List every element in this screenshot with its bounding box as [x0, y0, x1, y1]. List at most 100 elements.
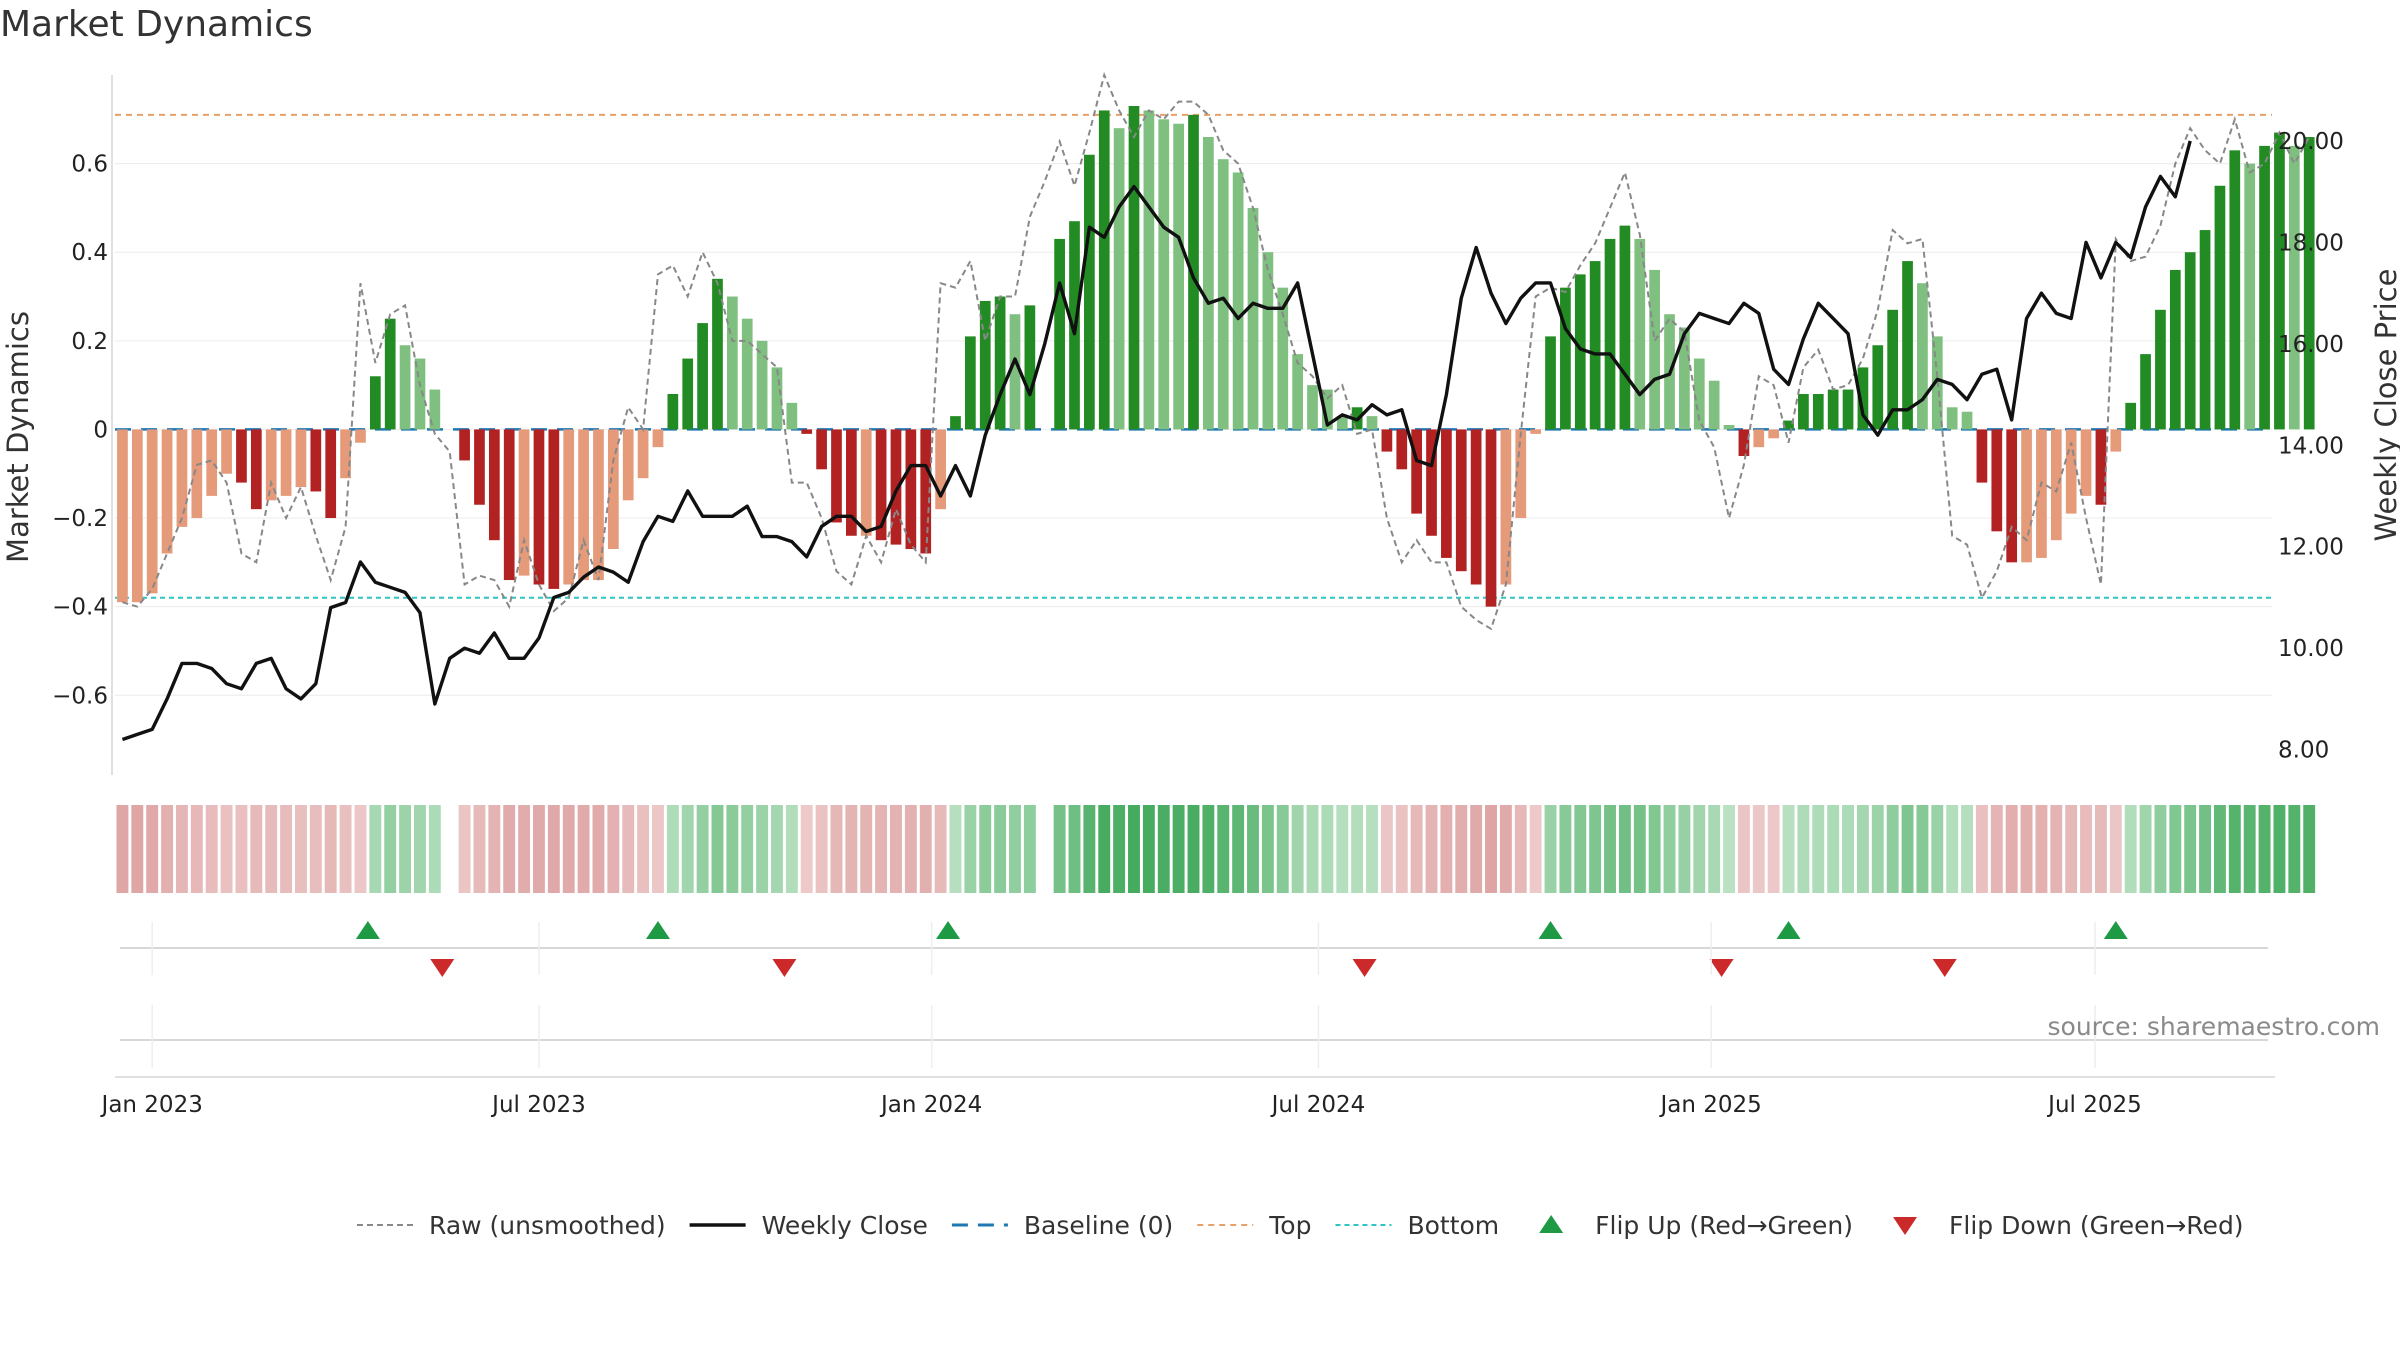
momentum-bar [712, 278, 723, 430]
close-line [121, 140, 2192, 742]
legend-swatch-flip-down [1893, 1217, 1918, 1235]
y2-tick-label: 20.00 [2278, 129, 2344, 155]
heat-cell [1782, 805, 1795, 893]
momentum-bar [1857, 367, 1869, 430]
heat-cell [2050, 805, 2063, 893]
heat-cell [1336, 805, 1349, 893]
heat-cell [250, 805, 263, 893]
momentum-bar [1158, 119, 1170, 430]
momentum-bar [503, 429, 515, 581]
heat-cell [1321, 805, 1334, 893]
heat-cell [860, 805, 873, 893]
heat-cell [2035, 805, 2048, 893]
heat-cell [875, 805, 888, 893]
momentum-bar [1024, 305, 1036, 430]
momentum-bar [1292, 354, 1303, 430]
momentum-bar [682, 358, 694, 430]
heat-cell [131, 805, 144, 893]
momentum-bar [741, 318, 753, 430]
heat-cell [1961, 805, 1973, 893]
momentum-bar [950, 416, 961, 430]
momentum-bar [1679, 327, 1690, 430]
momentum-bar [1455, 429, 1467, 572]
heat-cell [562, 805, 575, 893]
heat-cell [1053, 805, 1066, 893]
heat-cell [2124, 805, 2137, 893]
raw-line [122, 71, 2311, 631]
y-tick-label: −0.6 [52, 683, 108, 709]
axes: 0.6 0.4 0.2 0 −0.2 −0.4 −0.6 20.00 18.00 16.00 14.… [1, 75, 2400, 775]
heat-cell [339, 805, 352, 893]
legend-label: Weekly Close [762, 1211, 928, 1240]
momentum-bar [280, 429, 292, 496]
momentum-bar [355, 429, 366, 443]
momentum-bar [1545, 336, 1556, 430]
heat-cell [1812, 805, 1825, 893]
heat-cell [919, 805, 932, 893]
heat-cell [146, 805, 159, 893]
momentum-bar [2095, 429, 2107, 505]
momentum-bar [1113, 128, 1125, 430]
heat-cell [696, 805, 709, 893]
momentum-bar [1812, 393, 1824, 430]
heat-cell [1975, 805, 1988, 893]
legend-label: Baseline (0) [1024, 1211, 1173, 1240]
legend-label: Flip Down (Green→Red) [1949, 1211, 2244, 1240]
heat-cell [1068, 805, 1081, 893]
momentum-bar [1961, 411, 1973, 430]
heat-cell [622, 805, 635, 893]
heat-cell [637, 805, 650, 893]
heat-cell [309, 805, 322, 893]
heat-cell [1916, 805, 1929, 893]
momentum-bar [250, 429, 262, 510]
heat-cell [1633, 805, 1646, 893]
heat-cell [607, 805, 620, 893]
y2-tick-label: 14.00 [2278, 433, 2344, 459]
flip-down-marker [430, 959, 455, 977]
y-tick-label: 0 [93, 417, 108, 443]
heat-cell [1172, 805, 1185, 893]
momentum-bar [786, 402, 798, 430]
heat-cell [518, 805, 531, 893]
heat-cell [1871, 805, 1884, 893]
momentum-bar [414, 358, 426, 430]
momentum-bar [399, 345, 411, 430]
heat-cell [830, 805, 843, 893]
momentum-bar [652, 429, 664, 448]
momentum-bar [1277, 287, 1289, 430]
momentum-bar [2021, 429, 2032, 563]
y-tick-label: −0.4 [52, 595, 108, 621]
momentum-bar [1054, 238, 1065, 430]
heat-cell [1752, 805, 1765, 893]
heat-cell [1618, 805, 1631, 893]
momentum-bar [1366, 416, 1378, 430]
momentum-bar [1336, 416, 1348, 430]
heat-cell [1276, 805, 1289, 893]
heat-cell [1291, 805, 1304, 893]
heat-cell [116, 805, 129, 893]
momentum-bar [1604, 238, 1616, 430]
momentum-bar [1887, 309, 1899, 430]
heat-cell [652, 805, 664, 893]
heat-cell [2080, 805, 2093, 893]
heat-cell [1217, 805, 1230, 893]
momentum-bar [1649, 269, 1661, 430]
y2-tick-label: 12.00 [2278, 535, 2344, 561]
heat-cell [1142, 805, 1155, 893]
heat-cell [1128, 805, 1140, 893]
heat-cell [1767, 805, 1780, 893]
momentum-bar [607, 429, 619, 550]
momentum-bar [236, 429, 247, 483]
heat-cell [2005, 805, 2018, 893]
momentum-bar [1991, 429, 2003, 532]
heat-cell [1157, 805, 1170, 893]
heat-cell [1098, 805, 1111, 893]
heat-cell [547, 805, 560, 893]
x-tick-label: Jul 2024 [1270, 1092, 1366, 1118]
momentum-bar [935, 429, 946, 510]
heat-cell [1395, 805, 1408, 893]
momentum-bar [1753, 429, 1765, 448]
momentum-bar [1084, 154, 1095, 430]
heat-cell [1648, 805, 1661, 893]
momentum-bar [1203, 137, 1214, 430]
